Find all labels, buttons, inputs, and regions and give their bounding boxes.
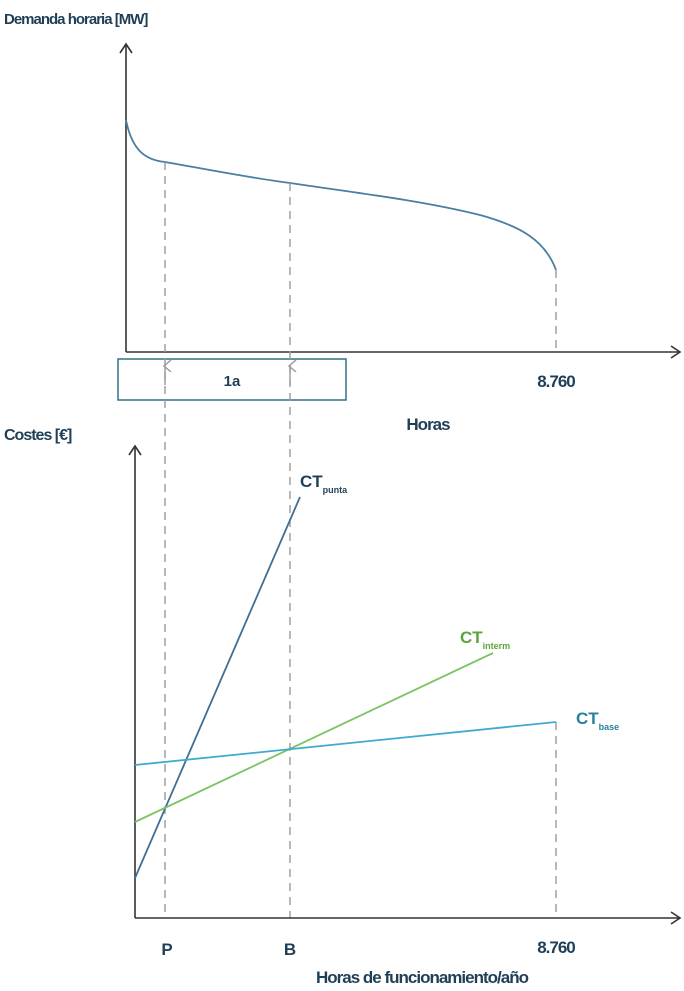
ct-interm-label-main: CT: [460, 628, 483, 647]
ct-interm-label-sub: interm: [483, 641, 511, 651]
ct-punta-label-sub: punta: [323, 485, 348, 495]
ct-punta-label: CTpunta: [300, 472, 348, 495]
ct-base-label-sub: base: [599, 722, 620, 732]
ct-base-label-main: CT: [576, 709, 599, 728]
top-panel: Demanda horaria [MW] 1a 8.760 Horas: [4, 11, 682, 434]
ct-interm-label: CTinterm: [460, 628, 510, 651]
ct-base-label: CTbase: [576, 709, 619, 732]
load-duration-curve: [125, 119, 557, 271]
ct-interm-line: [134, 652, 494, 823]
bottom-y-axis-label: Costes [€]: [4, 427, 72, 444]
tick-8760: 8.760: [537, 938, 575, 957]
year-box-label: 1a: [224, 373, 241, 390]
ct-base-line: [134, 721, 557, 766]
tick-b: B: [284, 940, 296, 959]
ct-punta-label-main: CT: [300, 472, 323, 491]
top-x-axis-label: Horas: [406, 415, 450, 434]
ct-punta-line: [134, 496, 301, 879]
top-y-axis-label: Demanda horaria [MW]: [4, 11, 148, 28]
bottom-panel: Costes [€] CTpunta CTinterm CTbase P B 8…: [4, 427, 682, 987]
top-x-end-label: 8.760: [537, 372, 575, 391]
year-box: [117, 358, 347, 401]
bottom-x-axis-label: Horas de funcionamiento/año: [316, 968, 529, 987]
tick-p: P: [161, 940, 172, 959]
connectors: [165, 162, 557, 918]
